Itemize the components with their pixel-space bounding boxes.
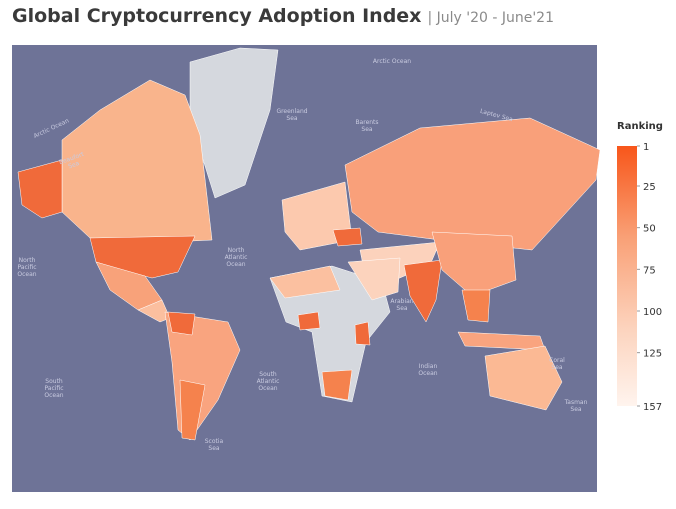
india (403, 259, 443, 323)
ocean-label-line: Sea (208, 445, 220, 452)
color-bar (617, 146, 637, 406)
ocean-label-line: Tasman (564, 399, 588, 406)
ocean-label-line: Coral (549, 357, 565, 364)
ocean-label: Barents Sea (355, 119, 378, 133)
ocean-label: Indian Ocean (418, 363, 437, 377)
australia (484, 345, 563, 411)
legend-tick-label: 25 (643, 182, 656, 193)
ocean-label-line: Pacific (17, 264, 36, 271)
ocean-label-line: Atlantic (257, 378, 280, 385)
ocean-label-line: Ocean (226, 261, 245, 268)
ocean-label-line: Ocean (418, 370, 437, 377)
russia (344, 117, 601, 251)
ocean-label-line: Pacific (44, 385, 63, 392)
legend-tick-label: 100 (643, 307, 662, 318)
ocean-label-line: Sea (396, 305, 408, 312)
ocean-label: Coral Sea (549, 357, 565, 371)
kenya (354, 321, 371, 346)
ocean-label-line: North (19, 257, 36, 264)
legend-title: Ranking (617, 121, 663, 132)
ocean-label-line: Sea (570, 406, 582, 413)
ocean-label: Greenland Sea (276, 108, 307, 122)
subtitle: | July '20 - June'21 (427, 10, 554, 26)
canada (61, 79, 213, 243)
ukraine (332, 227, 363, 247)
ocean-label-line: Sea (551, 364, 563, 371)
legend-tick-label: 50 (643, 224, 656, 235)
ocean-label-line: North (228, 247, 245, 254)
argentina (179, 379, 206, 441)
china (431, 231, 517, 297)
ocean-label-line: South (45, 378, 63, 385)
ocean-label-line: Indian (419, 363, 438, 370)
ocean-label: Arctic Ocean (373, 58, 411, 65)
ocean-label: Tasman Sea (564, 399, 588, 413)
ocean-label-line: Sea (361, 126, 373, 133)
venezuela (167, 311, 196, 336)
ocean-label: Arabian Sea (390, 298, 413, 312)
ocean-label-line: Sea (67, 160, 80, 171)
ocean-label-line: Arctic Ocean (373, 58, 411, 65)
ocean-label: South Pacific Ocean (44, 378, 63, 399)
ocean-label-line: Scotia (205, 438, 224, 445)
ocean-label: South Atlantic Ocean (257, 371, 280, 392)
middle-east (347, 257, 401, 301)
south-africa (321, 369, 353, 401)
legend-tick-label: 157 (643, 402, 662, 413)
title: Global Cryptocurrency Adoption Index | Ju… (12, 5, 554, 27)
legend-tick-label: 75 (643, 265, 656, 276)
countries (17, 47, 601, 441)
title-text: Global Cryptocurrency Adoption Index (12, 5, 421, 27)
ocean-label-line: Ocean (258, 385, 277, 392)
alaska (17, 159, 63, 219)
ocean-label-line: Atlantic (225, 254, 248, 261)
ocean-label: Scotia Sea (205, 438, 224, 452)
ocean-label-line: Sea (286, 115, 298, 122)
ocean-label-line: Ocean (17, 271, 36, 278)
se-asia (461, 289, 491, 323)
ocean-label-line: South (259, 371, 277, 378)
legend-tick-label: 125 (643, 349, 662, 360)
ocean-label: North Pacific Ocean (17, 257, 36, 278)
ocean-label: North Atlantic Ocean (225, 247, 248, 268)
ocean-label-line: Barents (355, 119, 378, 126)
legend-tick-label: 1 (643, 142, 649, 153)
north-africa (269, 265, 341, 299)
ocean-label-line: Greenland (276, 108, 307, 115)
nigeria (297, 311, 321, 331)
ocean-label-line: Arabian (390, 298, 413, 305)
ocean-label-line: Ocean (44, 392, 63, 399)
